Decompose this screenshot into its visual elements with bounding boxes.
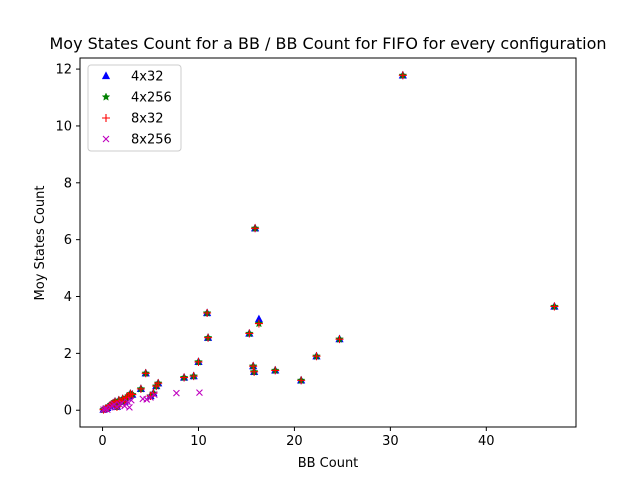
data-point bbox=[150, 391, 158, 398]
y-tick-label: 0 bbox=[64, 404, 72, 419]
data-point bbox=[126, 403, 133, 411]
y-tick-label: 12 bbox=[55, 63, 72, 78]
data-point bbox=[297, 376, 306, 385]
data-point bbox=[550, 302, 559, 311]
data-point bbox=[250, 367, 259, 376]
x-tick-label: 10 bbox=[190, 434, 207, 449]
x-axis-title: BB Count bbox=[298, 456, 359, 471]
legend-marker bbox=[102, 135, 110, 143]
legend-label: 4x256 bbox=[131, 91, 172, 106]
legend-label: 8x256 bbox=[131, 133, 172, 148]
data-point bbox=[203, 309, 212, 318]
legend-marker bbox=[101, 92, 111, 101]
data-point bbox=[180, 373, 189, 382]
legend-marker bbox=[101, 71, 111, 80]
plot-frame bbox=[79, 57, 577, 428]
data-point bbox=[173, 389, 180, 397]
data-point bbox=[124, 398, 131, 406]
data-point bbox=[189, 372, 198, 381]
plot-area bbox=[99, 70, 559, 414]
x-tick-label: 0 bbox=[98, 434, 106, 449]
data-point bbox=[126, 389, 135, 398]
legend-marker bbox=[102, 114, 110, 122]
data-point bbox=[154, 379, 163, 388]
data-point bbox=[121, 402, 128, 410]
data-point bbox=[335, 335, 344, 344]
axes: 0 10 20 30 40 0 2 4 6 8 10 12 bbox=[55, 57, 577, 449]
data-point bbox=[102, 405, 109, 413]
y-tick-label: 6 bbox=[64, 233, 72, 248]
data-point bbox=[254, 319, 263, 328]
data-point bbox=[147, 394, 154, 401]
data-point bbox=[196, 389, 203, 396]
legend-label: 8x32 bbox=[131, 112, 164, 127]
y-tick-label: 8 bbox=[64, 176, 72, 191]
x-tick-label: 40 bbox=[478, 434, 495, 449]
y-tick-label: 10 bbox=[55, 119, 72, 134]
x-tick-label: 30 bbox=[382, 434, 399, 449]
data-point bbox=[141, 369, 150, 378]
legend: 4x32 4x256 8x32 8x256 bbox=[87, 64, 182, 152]
data-point bbox=[128, 390, 137, 399]
data-point bbox=[245, 329, 254, 338]
data-point bbox=[194, 357, 203, 366]
data-point bbox=[398, 71, 407, 80]
y-tick-label: 2 bbox=[64, 347, 72, 362]
data-point bbox=[127, 396, 135, 404]
data-point bbox=[204, 333, 213, 342]
legend-label: 4x32 bbox=[131, 70, 164, 85]
data-point bbox=[249, 362, 258, 371]
data-point bbox=[143, 396, 151, 403]
data-point bbox=[136, 384, 145, 393]
chart-title: Moy States Count for a BB / BB Count for… bbox=[49, 34, 606, 53]
data-point bbox=[251, 224, 260, 233]
legend-box bbox=[87, 64, 182, 152]
y-axis-title: Moy States Count bbox=[33, 186, 48, 301]
series-8x256 bbox=[100, 389, 203, 414]
data-point bbox=[312, 352, 321, 361]
y-tick-label: 4 bbox=[64, 290, 72, 305]
data-point bbox=[271, 366, 280, 375]
x-tick-label: 20 bbox=[286, 434, 303, 449]
